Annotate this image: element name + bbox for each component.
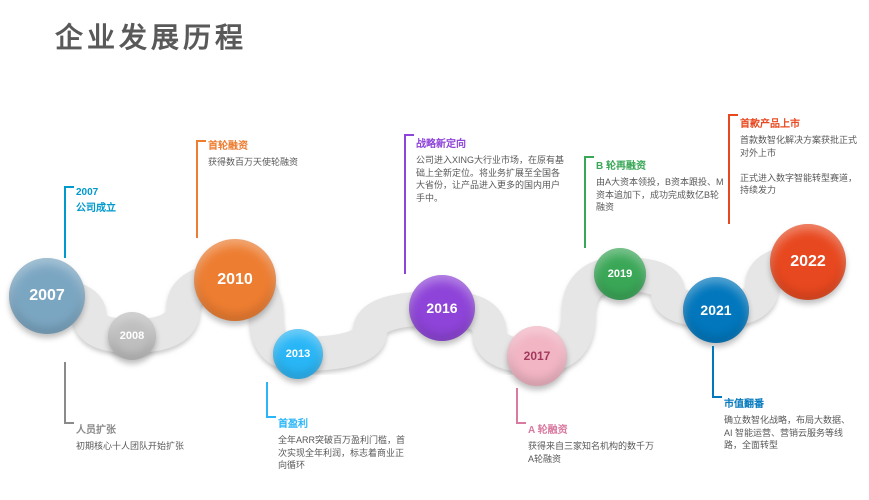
callout-body: 初期核心十人团队开始扩张	[76, 440, 186, 453]
callout-heading: 首盈利	[278, 418, 408, 432]
callout-heading: 2007	[76, 186, 166, 200]
callout-c2017: A 轮融资获得来自三家知名机构的数千万A轮融资	[528, 424, 658, 465]
callout-heading: 战略新定向	[416, 138, 566, 152]
timeline-node-2022: 2022	[770, 224, 846, 300]
callout-heading: B 轮再融资	[596, 160, 726, 174]
callout-c2016: 战略新定向公司进入XING大行业市场，在原有基础上全新定位。将业务扩展至全国各大…	[416, 138, 566, 204]
timeline-node-2008: 2008	[108, 312, 156, 360]
callout-bracket	[64, 186, 74, 258]
callout-bracket	[64, 362, 74, 424]
timeline-node-label: 2007	[29, 287, 65, 305]
callout-c2022: 首款产品上市首款数智化解决方案获批正式对外上市 正式进入数字智能转型赛道，持续发…	[740, 118, 860, 197]
timeline-node-label: 2016	[426, 300, 457, 316]
timeline-node-2016: 2016	[409, 275, 475, 341]
timeline-node-2019: 2019	[594, 248, 646, 300]
callout-body: 确立数智化战略，布局大数据、AI 智能运营、营销云服务等线路，全面转型	[724, 414, 854, 452]
callout-bracket	[516, 388, 526, 424]
callout-heading: 市值翻番	[724, 398, 854, 412]
callout-bracket	[266, 382, 276, 418]
callout-c2021: 市值翻番确立数智化战略，布局大数据、AI 智能运营、营销云服务等线路，全面转型	[724, 398, 854, 452]
callout-bracket	[728, 114, 738, 224]
timeline-node-label: 2022	[790, 253, 826, 271]
page-title: 企业发展历程	[55, 16, 247, 56]
callout-c2013: 首盈利全年ARR突破百万盈利门槛，首次实现全年利润，标志着商业正向循环	[278, 418, 408, 472]
callout-heading: 首款产品上市	[740, 118, 860, 132]
timeline-node-2007: 2007	[9, 258, 85, 334]
callout-c2008: 人员扩张初期核心十人团队开始扩张	[76, 424, 186, 453]
callout-body: 全年ARR突破百万盈利门槛，首次实现全年利润，标志着商业正向循环	[278, 434, 408, 472]
timeline-node-label: 2017	[524, 349, 551, 363]
callout-bracket	[712, 346, 722, 398]
timeline-node-label: 2019	[608, 268, 632, 280]
callout-c2019: B 轮再融资由A大资本领投，B资本跟投、M资本追加下，成功完成数亿B轮融资	[596, 160, 726, 214]
timeline-node-2013: 2013	[273, 329, 323, 379]
callout-body: 首款数智化解决方案获批正式对外上市 正式进入数字智能转型赛道，持续发力	[740, 134, 860, 197]
callout-bracket	[196, 140, 206, 238]
callout-c2007: 2007 公司成立	[76, 186, 166, 218]
callout-heading: 人员扩张	[76, 424, 186, 438]
callout-heading: 首轮融资	[208, 140, 318, 154]
callout-c2010: 首轮融资获得数百万天使轮融资	[208, 140, 318, 169]
callout-bracket	[404, 134, 414, 274]
callout-body: 获得来自三家知名机构的数千万A轮融资	[528, 440, 658, 465]
timeline-node-label: 2021	[700, 302, 731, 318]
timeline-node-label: 2008	[120, 330, 144, 342]
callout-bracket	[584, 156, 594, 248]
callout-body: 公司进入XING大行业市场，在原有基础上全新定位。将业务扩展至全国各大省份，让产…	[416, 154, 566, 204]
timeline-node-2017: 2017	[507, 326, 567, 386]
callout-subheading: 公司成立	[76, 202, 166, 216]
callout-body: 获得数百万天使轮融资	[208, 156, 318, 169]
callout-body: 由A大资本领投，B资本跟投、M资本追加下，成功完成数亿B轮融资	[596, 176, 726, 214]
timeline-node-2010: 2010	[194, 239, 276, 321]
callout-heading: A 轮融资	[528, 424, 658, 438]
timeline-node-2021: 2021	[683, 277, 749, 343]
timeline-node-label: 2013	[286, 348, 310, 360]
timeline-node-label: 2010	[217, 271, 253, 289]
